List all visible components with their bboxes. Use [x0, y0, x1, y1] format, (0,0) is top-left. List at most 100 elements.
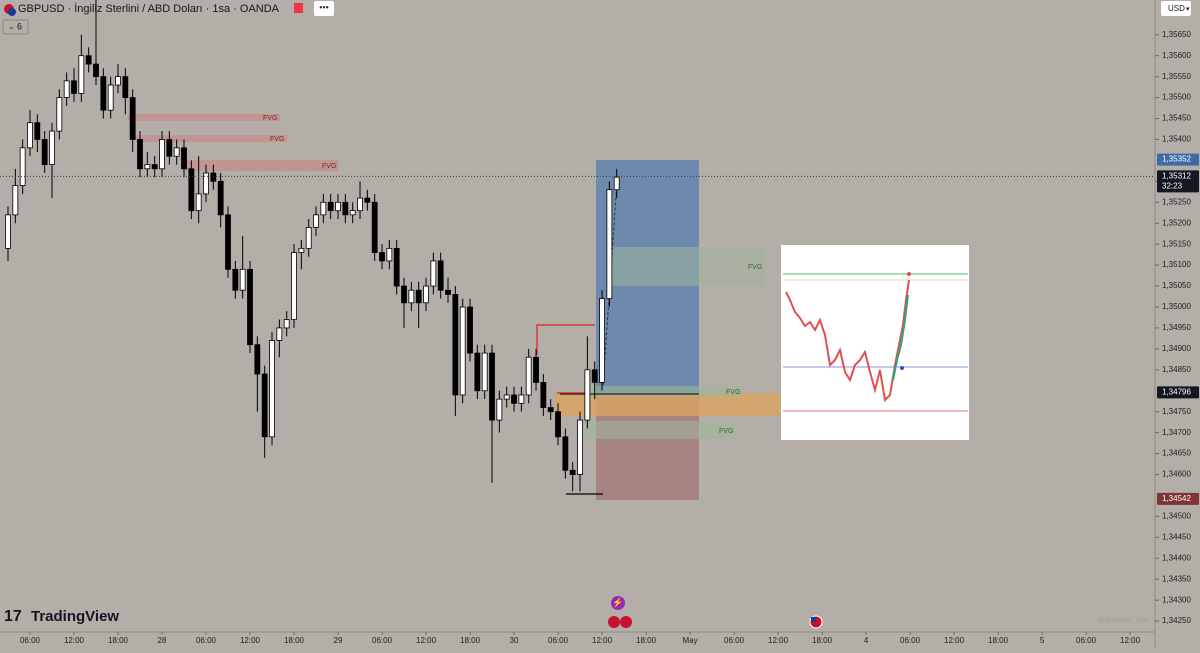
branding: 17 TradingView @Stephen_Sam_	[4, 608, 1153, 625]
candle-body	[357, 197, 363, 212]
indicator-count[interactable]: 6	[17, 21, 22, 31]
candle-body	[591, 369, 598, 383]
x-tick-label: 12:00	[416, 636, 437, 645]
candle-body	[423, 285, 429, 304]
candle-body	[203, 172, 209, 195]
candle-body	[584, 369, 591, 421]
x-tick-label: 06:00	[548, 636, 569, 645]
x-tick-label: 18:00	[988, 636, 1009, 645]
candle-body	[107, 84, 114, 111]
candle-body	[386, 247, 393, 262]
x-tick-label: 12:00	[64, 636, 85, 645]
more-icon[interactable]: •••	[319, 2, 328, 12]
price-label: 1,34542	[1162, 494, 1191, 503]
y-tick-label: 1,35200	[1162, 218, 1191, 227]
x-tick-label: 12:00	[768, 636, 789, 645]
x-tick-label: 12:00	[592, 636, 613, 645]
candle-body	[56, 97, 63, 132]
fvg-label: FVG	[726, 389, 740, 396]
candle-body	[335, 201, 341, 212]
currency-button[interactable]	[1161, 1, 1191, 16]
candle-body	[232, 268, 239, 291]
fvg-label: FVG	[719, 428, 733, 435]
candle-body	[225, 214, 231, 270]
candle-body	[210, 172, 217, 182]
fvg-zone	[585, 421, 735, 439]
header: GBPUSD · İngiliz Sterlini / ABD Doları ·…	[2, 1, 1191, 35]
candle-body	[496, 398, 503, 421]
candle-body	[195, 193, 202, 212]
event-icon[interactable]	[608, 616, 620, 628]
y-tick-label: 1,34850	[1162, 365, 1191, 374]
candle-body	[129, 97, 136, 140]
candle-body	[254, 344, 261, 375]
candle-body	[503, 394, 510, 400]
candle-body	[269, 340, 275, 438]
y-tick-label: 1,35450	[1162, 114, 1191, 123]
y-tick-label: 1,35400	[1162, 135, 1191, 144]
y-tick-label: 1,35050	[1162, 281, 1191, 290]
collapse-icon[interactable]: ⌄	[8, 22, 15, 31]
candle-body	[437, 260, 444, 291]
candle-body	[12, 185, 19, 216]
price-label-box	[1157, 386, 1199, 399]
y-tick-label: 1,34950	[1162, 323, 1191, 332]
x-tick-label: 4	[864, 636, 869, 645]
level-line	[536, 324, 595, 355]
currency-caret[interactable]: ▾	[1186, 6, 1190, 13]
candle-body	[181, 147, 187, 170]
candle-body	[599, 298, 605, 383]
candle-body	[393, 247, 400, 287]
price-label: 1,35352	[1162, 155, 1191, 164]
y-tick-label: 1,34400	[1162, 553, 1191, 562]
candle-body	[555, 411, 561, 438]
candle-body	[606, 189, 613, 300]
watermark: @Stephen_Sam_	[1098, 617, 1153, 624]
x-tick-label: 12:00	[1120, 636, 1141, 645]
y-tick-label: 1,34450	[1162, 532, 1191, 541]
candle-body	[511, 394, 517, 404]
candle-body	[518, 394, 525, 404]
candle-body	[379, 252, 385, 262]
more-button[interactable]	[314, 1, 334, 16]
price-label: 1,34796	[1162, 388, 1191, 397]
x-tick-label: 18:00	[108, 636, 129, 645]
y-tick-label: 1,35650	[1162, 30, 1191, 39]
candle-body	[320, 201, 327, 216]
price-axis-panel	[1155, 0, 1200, 648]
candle-body	[19, 147, 26, 186]
candle-body	[342, 201, 349, 216]
candle-body	[415, 289, 422, 304]
candle-body	[298, 247, 305, 253]
candle-body	[577, 419, 583, 475]
x-tick-label: 12:00	[944, 636, 965, 645]
y-tick-label: 1,34350	[1162, 574, 1191, 583]
candle-body	[445, 289, 451, 295]
indicators-button[interactable]	[2, 19, 29, 35]
candle-body	[78, 55, 85, 94]
x-tick-label: 06:00	[724, 636, 745, 645]
event-icon[interactable]	[620, 616, 632, 628]
candle-body	[144, 164, 151, 170]
candle-body	[459, 306, 466, 396]
x-tick-label: 12:00	[240, 636, 261, 645]
event-icon[interactable]	[611, 596, 625, 610]
candle-body	[525, 356, 532, 396]
flag-icon	[294, 3, 303, 13]
drawings	[128, 114, 780, 500]
candle-body	[247, 268, 253, 346]
x-tick-label: 5	[1040, 636, 1045, 645]
candle-body	[547, 407, 554, 413]
currency[interactable]: USD	[1168, 4, 1185, 13]
inset-chart	[781, 245, 969, 440]
price-label-box	[1157, 170, 1199, 193]
candle-body	[291, 252, 297, 320]
x-tick-label: 06:00	[372, 636, 393, 645]
y-tick-label: 1,35500	[1162, 93, 1191, 102]
price-label-box	[1157, 153, 1199, 166]
fvg-zone	[128, 114, 280, 121]
x-tick-label: 06:00	[1076, 636, 1097, 645]
candle-body	[474, 352, 481, 392]
